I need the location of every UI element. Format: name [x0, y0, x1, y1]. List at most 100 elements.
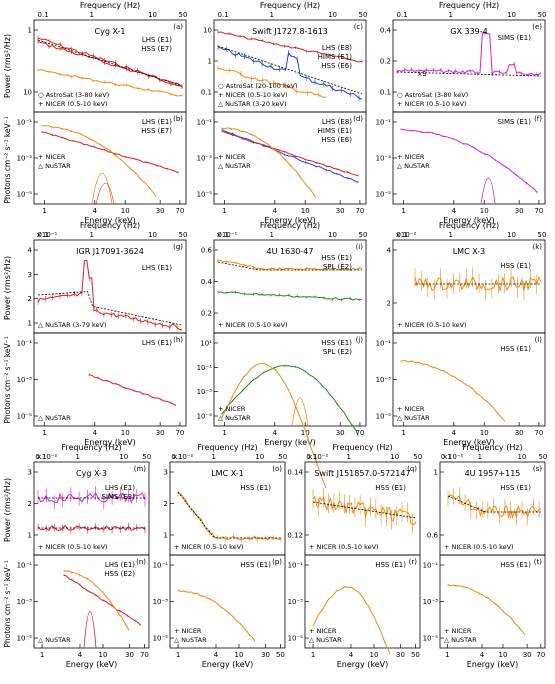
y-tick-label: 10⁻³	[197, 388, 213, 396]
energy-tick-label: 1	[222, 429, 226, 437]
y-tick-label: 3	[164, 469, 168, 477]
y-tick-label: 10	[203, 27, 212, 35]
panel-title: Cyg X-3	[76, 469, 107, 478]
y-tick-label: 0.14	[287, 469, 303, 477]
freq-tick-label: 50	[537, 231, 546, 239]
energy-tick-label: 30	[156, 429, 165, 437]
freq-tick-label: 1	[449, 11, 453, 19]
y-tick-label: 10⁻⁵	[288, 635, 304, 643]
energy-tick-label: 70	[534, 207, 543, 215]
exponent-label: ×10⁻²	[36, 453, 57, 461]
freq-tick-label: 50	[278, 453, 287, 461]
energy-tick-label: 4	[273, 207, 278, 215]
freq-tick-label: 10	[255, 453, 264, 461]
y-tick-label: 10⁻³	[288, 598, 304, 606]
y-tick-label: 10⁻³	[197, 155, 213, 163]
panel-title: LMC X-3	[453, 247, 486, 256]
series-b-hss	[41, 125, 157, 197]
energy-tick-label: 10	[499, 651, 508, 659]
panel-letter: (g)	[173, 243, 183, 251]
series-s-hss	[447, 493, 542, 520]
y-tick-label: 0.1	[380, 89, 391, 97]
y-tick-label: 0.6	[427, 532, 439, 540]
note: △ NuSTAR	[174, 636, 207, 644]
energy-tick-label: 70	[175, 429, 184, 437]
legend-entry: LHS (E1)	[142, 339, 172, 347]
y-tick-label: 1	[208, 58, 212, 66]
panel-title: IGR J17091-3624	[76, 247, 144, 256]
freq-tick-label: 10	[328, 11, 337, 19]
power-axis-title: Power (rms²/Hz)	[3, 478, 12, 542]
exponent-label: ×10⁻²	[172, 453, 193, 461]
panel-title: Swift J1727.8-1613	[252, 27, 328, 36]
y-tick-label: 10⁻³	[17, 598, 33, 606]
freq-axis-title: Frequency (Hz)	[332, 443, 392, 452]
y-tick-label: 10⁻⁵	[197, 191, 213, 199]
freq-axis-title: Frequency (Hz)	[439, 221, 499, 230]
panel-letter: (h)	[173, 336, 183, 344]
y-tick-label: 10⁻⁵	[197, 413, 213, 421]
freq-tick-label: 1	[478, 453, 482, 461]
y-tick-label: 10⁻¹	[17, 562, 33, 570]
energy-tick-label: 10	[121, 429, 130, 437]
freq-tick-label: 10	[328, 231, 337, 239]
note: △ NuSTAR (3-79 keV)	[38, 321, 107, 329]
y-tick-label: 10⁻⁵	[17, 635, 33, 643]
y-tick-label: 1	[434, 469, 438, 477]
note: + NICER (0.5-10 keV)	[309, 543, 379, 551]
panel-title: Cyg X-1	[95, 27, 126, 36]
freq-tick-label: 1	[449, 231, 453, 239]
panel-letter: (s)	[533, 465, 542, 473]
legend-entry: LHS (E1)	[142, 264, 172, 272]
y-tick-label: 10⁻³	[17, 376, 33, 384]
legend-entry: HIMS (E1)	[318, 127, 353, 135]
power-axis-title: Power (rms²/Hz)	[3, 34, 12, 98]
exponent-label: ×10⁻²	[395, 231, 416, 239]
y-tick-label: 10⁻¹	[288, 562, 304, 570]
y-tick-label: 1	[28, 27, 32, 35]
legend-entry: LHS (E1)	[142, 36, 172, 44]
freq-tick-label: 50	[358, 11, 367, 19]
energy-tick-label: 1	[40, 651, 44, 659]
series-l-hss	[400, 359, 506, 422]
note: △ NuSTAR	[444, 636, 477, 644]
energy-axis-title: Energy (keV)	[337, 660, 389, 669]
energy-tick-label: 70	[175, 207, 184, 215]
energy-tick-label: 4	[78, 651, 83, 659]
legend-entry: HSS (E1)	[500, 262, 531, 270]
freq-tick-label: 0.1	[35, 453, 46, 461]
y-tick-label: 10⁻¹	[17, 119, 33, 127]
legend-entry: SPL (E2)	[323, 263, 352, 271]
y-tick-label: 10⁻³	[17, 155, 33, 163]
y-tick-label: 10⁻⁵	[17, 413, 33, 421]
panel-letter: (b)	[173, 115, 183, 123]
energy-tick-label: 70	[534, 429, 543, 437]
freq-tick-label: 50	[178, 231, 187, 239]
y-tick-label: 0.2	[380, 58, 391, 66]
freq-axis-title: Frequency (Hz)	[80, 221, 140, 230]
energy-axis-title: Energy (keV)	[467, 660, 519, 669]
note: + NICER (0.5-10 keV)	[218, 91, 288, 99]
note: ○ AstroSat (20-100 keV)	[218, 82, 298, 90]
freq-tick-label: 0.1	[397, 231, 408, 239]
note: + NICER	[174, 627, 202, 635]
energy-tick-label: 70	[355, 429, 364, 437]
panel-title: Swift J151857.0-572147	[314, 469, 410, 478]
exponent-label: ×10⁻²	[442, 453, 463, 461]
series-t-hss	[447, 584, 526, 636]
legend-entry: SIMS (E1)	[497, 118, 531, 126]
model-line	[217, 45, 363, 95]
y-tick-label: 2	[164, 500, 168, 508]
freq-tick-label: 0.1	[38, 231, 49, 239]
freq-tick-label: 0.1	[441, 453, 452, 461]
series-g-lhs	[37, 259, 183, 331]
legend-entry: LHS (E1)	[105, 484, 135, 492]
series-q-hss	[312, 495, 417, 526]
note: + NICER (0.5-10 keV)	[38, 543, 108, 551]
energy-tick-label: 30	[261, 651, 270, 659]
freq-tick-label: 10	[507, 11, 516, 19]
note: + NICER	[397, 405, 425, 413]
y-tick-label: 2	[28, 295, 32, 303]
photons-axis-title: Photons cm⁻² s⁻¹ keV⁻¹	[3, 560, 12, 647]
